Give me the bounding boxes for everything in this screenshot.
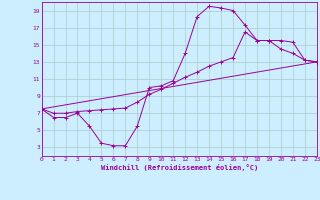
X-axis label: Windchill (Refroidissement éolien,°C): Windchill (Refroidissement éolien,°C)	[100, 164, 258, 171]
